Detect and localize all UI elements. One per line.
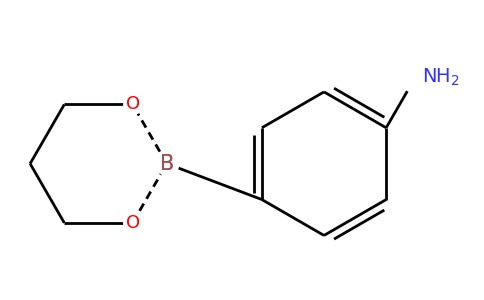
Text: O: O [125,95,140,113]
Text: B: B [160,154,174,174]
Text: NH$_2$: NH$_2$ [422,67,460,88]
Text: B: B [160,154,174,174]
Text: O: O [125,214,140,232]
